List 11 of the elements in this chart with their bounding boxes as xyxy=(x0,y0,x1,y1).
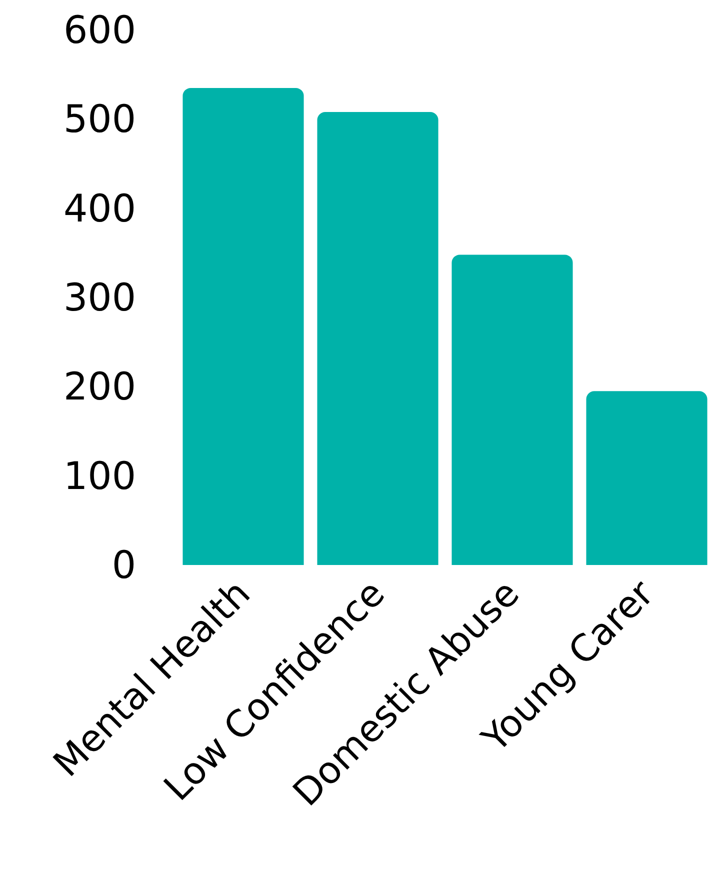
y-tick-label: 400 xyxy=(63,186,136,230)
y-tick-label: 500 xyxy=(63,97,136,142)
y-tick-label: 0 xyxy=(112,543,136,587)
bar xyxy=(452,254,573,565)
y-tick-label: 100 xyxy=(63,454,136,498)
bar xyxy=(317,112,438,565)
y-tick-label: 200 xyxy=(63,364,136,409)
y-tick-label: 300 xyxy=(63,276,136,320)
bar xyxy=(586,391,708,565)
bar xyxy=(182,88,304,565)
y-tick-label: 600 xyxy=(63,8,136,52)
